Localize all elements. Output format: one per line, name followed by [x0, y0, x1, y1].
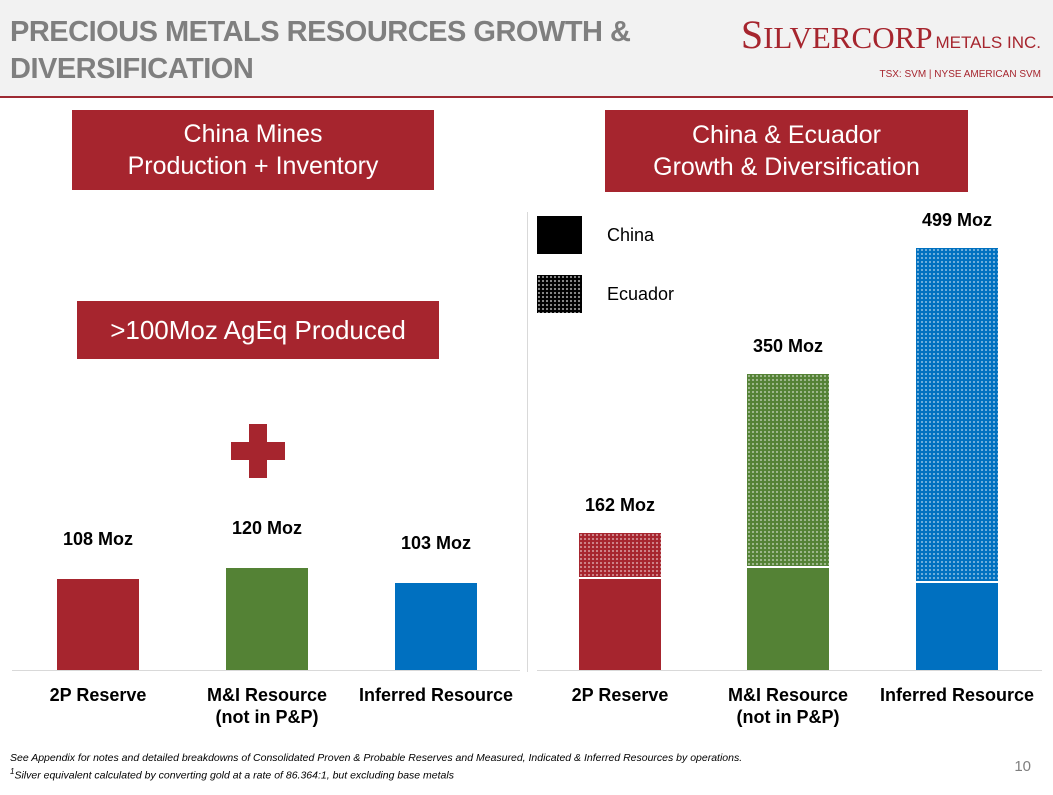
right-category-label-3: Inferred Resource: [879, 685, 1035, 705]
left-category-label-2: M&I Resource (not in P&P): [206, 685, 328, 727]
logo-tagline: TSX: SVM | NYSE AMERICAN SVM: [879, 69, 1041, 80]
left-heading-line1: China Mines: [183, 120, 323, 148]
left-chart-baseline: [12, 670, 520, 671]
left-heading-line2: Production + Inventory: [127, 152, 379, 180]
right-total-label-3: 499 Moz: [921, 209, 993, 230]
right-heading-line1: China & Ecuador: [691, 121, 881, 149]
right-bar-ecuador-2: [747, 373, 829, 567]
right-category-label-2: M&I Resource (not in P&P): [727, 685, 849, 727]
footnote: See Appendix for notes and detailed brea…: [10, 752, 743, 782]
left-bar-2: [226, 568, 308, 670]
logo-wordmark: SILVERCORP METALS INC.: [740, 12, 1041, 57]
right-chart-baseline: [537, 670, 1042, 671]
right-bar-ecuador-3: [916, 247, 998, 581]
right-category-label-1: 2P Reserve: [571, 685, 669, 705]
right-bar-ecuador-1: [579, 532, 661, 577]
left-value-label-2: 120 Moz: [231, 518, 303, 539]
left-bar-3: [395, 582, 477, 670]
legend-label-china: China: [607, 225, 655, 245]
right-bar-china-1: [579, 578, 661, 670]
produced-badge: >100Moz AgEq Produced: [77, 301, 439, 359]
header-band: PRECIOUS METALS RESOURCES GROWTH & DIVER…: [0, 0, 1053, 98]
right-bar-china-2: [747, 568, 829, 670]
left-category-label-3: Inferred Resource: [358, 685, 514, 705]
left-category-label-1: 2P Reserve: [49, 685, 147, 705]
company-logo: SILVERCORP METALS INC. TSX: SVM | NYSE AM…: [740, 12, 1041, 81]
panel-divider: [527, 212, 528, 672]
left-value-label-1: 108 Moz: [62, 528, 134, 549]
plus-icon: [231, 424, 285, 478]
legend-swatch-ecuador: [537, 275, 582, 313]
right-total-label-1: 162 Moz: [584, 494, 656, 515]
left-bar-1: [57, 578, 139, 670]
page-number: 10: [1014, 758, 1031, 775]
left-value-label-3: 103 Moz: [400, 532, 472, 553]
right-bar-china-3: [916, 582, 998, 670]
legend-swatch-china: [537, 216, 582, 254]
right-panel-heading: China & Ecuador Growth & Diversification: [605, 110, 968, 192]
page-title: PRECIOUS METALS RESOURCES GROWTH & DIVER…: [10, 16, 631, 85]
left-panel-heading: China Mines Production + Inventory: [72, 110, 434, 190]
right-total-label-2: 350 Moz: [752, 335, 824, 356]
right-heading-line2: Growth & Diversification: [653, 153, 920, 181]
legend-label-ecuador: Ecuador: [607, 284, 675, 304]
